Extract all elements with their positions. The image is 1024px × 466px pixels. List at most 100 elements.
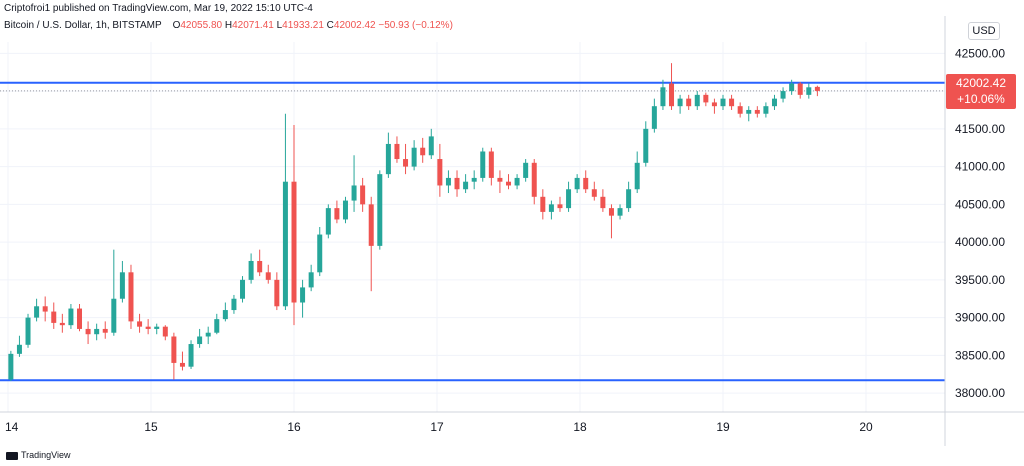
candle-body [420, 147, 426, 156]
candle-up [325, 204, 331, 239]
candle-body [51, 311, 57, 323]
candle-up [463, 174, 469, 194]
candle-body [514, 177, 520, 186]
candle-down [102, 321, 108, 339]
candle-body [746, 109, 752, 114]
candle-up [119, 260, 125, 303]
candle-down [488, 147, 494, 186]
candle-body [711, 102, 717, 107]
candle-up [34, 298, 40, 322]
candle-body [617, 208, 623, 216]
low-label: L [276, 20, 283, 31]
tradingview-logo[interactable]: TradingView [6, 450, 71, 460]
candle-body [42, 306, 48, 312]
candle-body [325, 208, 331, 235]
candle-body [574, 177, 580, 190]
close-label: C [326, 20, 334, 31]
candle-down [59, 313, 65, 333]
candle-body [797, 83, 803, 95]
candle-body [677, 98, 683, 107]
x-tick-label: 14 [5, 420, 19, 434]
candle-up [677, 94, 683, 114]
candle-body [222, 310, 228, 320]
candle-down [85, 321, 91, 345]
candle-down [291, 125, 297, 326]
candle-down [171, 332, 177, 380]
candle-body [686, 98, 692, 107]
y-tick-label: 41500.00 [955, 122, 1005, 136]
candle-down [737, 102, 743, 118]
open-value: 42055.80 [180, 20, 223, 31]
candle-up [342, 196, 348, 224]
close-value: 42002.42 [333, 20, 376, 31]
candle-body [488, 151, 494, 178]
currency-selector[interactable]: USD [968, 22, 1000, 40]
y-tick-label: 39500.00 [955, 273, 1005, 287]
candle-up [8, 350, 14, 382]
candle-body [368, 204, 374, 246]
candle-up [385, 132, 391, 178]
y-tick-label: 40000.00 [955, 235, 1005, 249]
candle-body [531, 162, 537, 197]
candle-body [34, 306, 40, 318]
candle-body [694, 94, 700, 107]
candle-body [128, 272, 134, 322]
candle-up [205, 326, 211, 345]
candle-body [240, 279, 246, 299]
candle-up [445, 170, 451, 194]
candle-body [205, 332, 211, 337]
candle-up [763, 102, 769, 118]
candle-down [600, 189, 606, 212]
last-price-tag: 42002.42 +10.06% [946, 74, 1016, 109]
symbol-ohlc-legend: Bitcoin / U.S. Dollar, 1h, BITSTAMP O420… [4, 20, 453, 31]
candle-body [557, 204, 563, 209]
open-label: O [172, 20, 181, 31]
candle-body [68, 308, 74, 326]
candle-body [540, 196, 546, 212]
candle-body [59, 322, 65, 326]
candle-body [377, 174, 383, 246]
candle-up [720, 94, 726, 110]
candle-body [566, 189, 572, 209]
candle-body [763, 106, 769, 114]
candle-body [171, 336, 177, 363]
candle-up [626, 181, 632, 212]
candle-down [557, 196, 563, 212]
candle-body [591, 189, 597, 197]
candle-up [660, 79, 666, 110]
candle-body [282, 181, 288, 307]
candle-up [300, 279, 306, 318]
low-value: 41933.21 [282, 20, 324, 31]
candle-down [420, 137, 426, 163]
candle-body [737, 106, 743, 114]
candle-body [197, 336, 203, 345]
candle-body [754, 109, 760, 114]
candle-body [626, 189, 632, 209]
candle-body [179, 362, 185, 367]
candlestick-chart[interactable]: 38000.00 38500.00 39000.00 39500.00 40000.00… [0, 0, 1024, 446]
candle-body [16, 344, 22, 354]
candle-body [394, 143, 400, 160]
candle-down [394, 136, 400, 163]
candle-down [257, 249, 263, 277]
candle-body [720, 98, 726, 107]
candle-body [77, 308, 82, 329]
candle-down [506, 174, 511, 190]
candle-body [317, 234, 323, 273]
candle-body [411, 147, 417, 167]
candle-up [566, 181, 572, 212]
candle-up [789, 79, 795, 95]
candle-up [222, 302, 228, 322]
candle-body [454, 177, 460, 190]
candle-body [729, 98, 735, 107]
last-price-change: +10.06% [957, 92, 1005, 106]
candle-down [334, 200, 340, 224]
candle-down [265, 264, 271, 284]
candle-up [248, 253, 254, 284]
candle-up [317, 227, 323, 277]
candle-up [574, 174, 580, 194]
candle-body [780, 91, 786, 99]
candle-body [660, 87, 666, 107]
x-tick-label: 19 [716, 420, 730, 434]
candle-up [746, 106, 752, 122]
